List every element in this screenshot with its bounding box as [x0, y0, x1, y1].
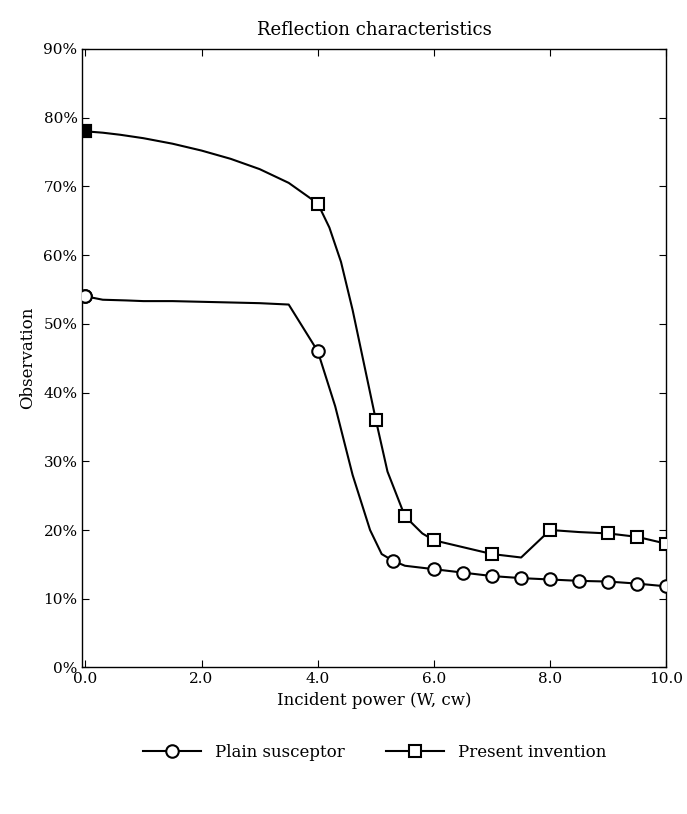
Legend: Plain susceptor, Present invention: Plain susceptor, Present invention [136, 737, 613, 768]
X-axis label: Incident power (W, cw): Incident power (W, cw) [277, 692, 472, 709]
Title: Reflection characteristics: Reflection characteristics [257, 21, 492, 39]
Y-axis label: Observation: Observation [19, 307, 36, 409]
